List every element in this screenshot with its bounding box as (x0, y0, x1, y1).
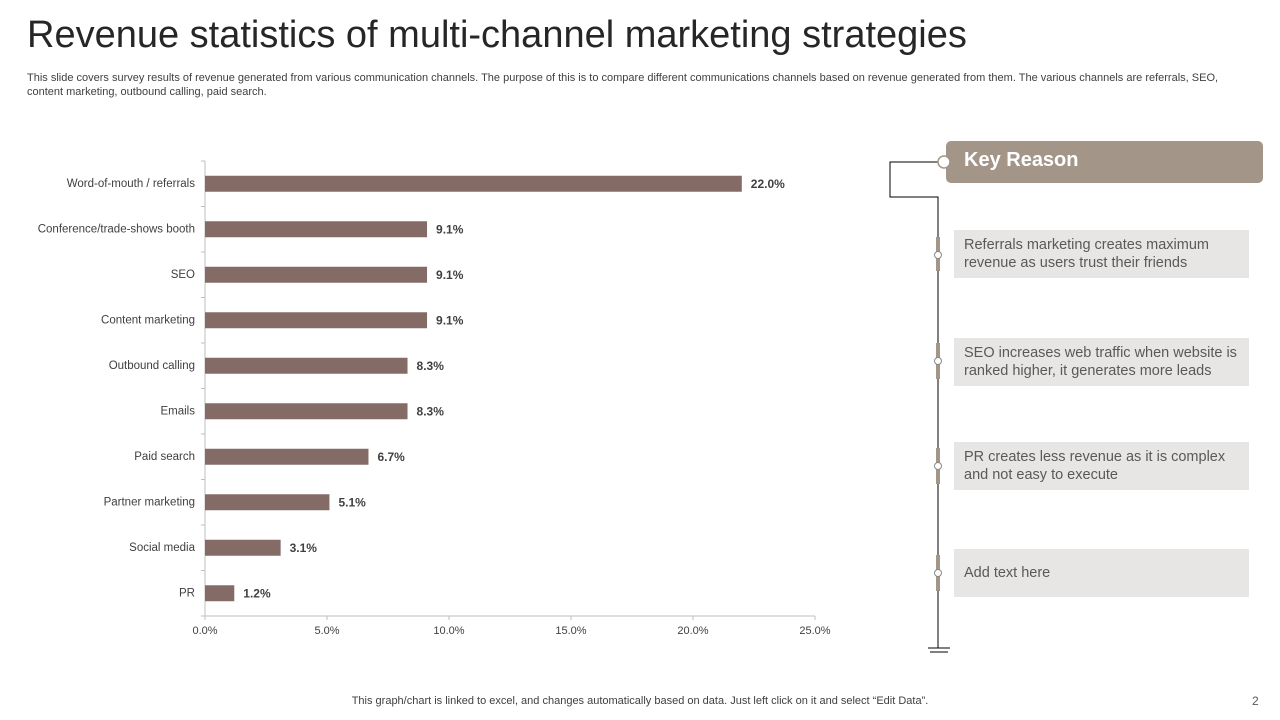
x-tick-label: 20.0% (677, 625, 708, 637)
marker-dot (934, 251, 942, 259)
reason-box (954, 442, 1249, 490)
x-tick-label: 5.0% (314, 625, 339, 637)
connector-dot (937, 155, 951, 169)
value-label: 9.1% (436, 268, 464, 282)
footer: This graph/chart is linked to excel, and… (351, 695, 929, 707)
y-tick-label: Paid search (134, 451, 195, 463)
value-label: 8.3% (417, 404, 445, 418)
value-label: 5.1% (338, 495, 366, 509)
reason-box (954, 549, 1249, 597)
x-tick-label: 25.0% (799, 625, 830, 637)
value-label: 6.7% (377, 450, 405, 464)
y-tick-label: Content marketing (101, 314, 195, 326)
y-tick-label: Emails (160, 405, 195, 417)
bar (205, 357, 408, 374)
bar (205, 494, 330, 511)
value-label: 1.2% (243, 586, 271, 600)
y-tick-label: Word-of-mouth / referrals (67, 178, 195, 190)
subtitle: This slide covers survey results of reve… (27, 72, 1219, 98)
value-label: 22.0% (751, 177, 785, 191)
marker-dot (934, 462, 942, 470)
value-label: 3.1% (290, 541, 318, 555)
reason-boxes (934, 230, 1249, 597)
value-label: 9.1% (436, 313, 464, 327)
connector (889, 161, 950, 653)
reason-box (954, 230, 1249, 278)
bar (205, 539, 281, 556)
x-tick-label: 15.0% (555, 625, 586, 637)
marker-dot (934, 569, 942, 577)
y-tick-label: SEO (171, 269, 195, 281)
y-tick-label: Conference/trade-shows booth (38, 223, 195, 235)
page-number: 2 (1252, 694, 1259, 708)
reason-text: Referrals marketing creates maximum reve… (964, 237, 1209, 271)
y-tick-label: PR (179, 587, 195, 599)
bar (205, 585, 235, 602)
reason-text: PR creates less revenue as it is complex… (964, 449, 1226, 483)
y-tick-label: Partner marketing (104, 496, 195, 508)
value-label: 8.3% (417, 359, 445, 373)
x-tick-label: 10.0% (433, 625, 464, 637)
slide-title: Revenue statistics of multi-channel mark… (27, 14, 967, 56)
reason-text: SEO increases web traffic when website i… (964, 345, 1237, 379)
y-tick-label: Outbound calling (109, 360, 195, 372)
marker-dot (934, 357, 942, 365)
panel-header (946, 141, 1263, 183)
bar (205, 403, 408, 420)
reason-text: Add text here (964, 565, 1051, 581)
reason-box (954, 338, 1249, 386)
bar (205, 312, 428, 329)
panel-title: Key Reason (964, 149, 1079, 171)
x-tick-label: 0.0% (192, 625, 217, 637)
bar (205, 448, 369, 465)
y-tick-label: Social media (129, 542, 195, 554)
value-label: 9.1% (436, 222, 464, 236)
bar (205, 175, 742, 192)
bar (205, 221, 428, 238)
bar (205, 266, 428, 283)
